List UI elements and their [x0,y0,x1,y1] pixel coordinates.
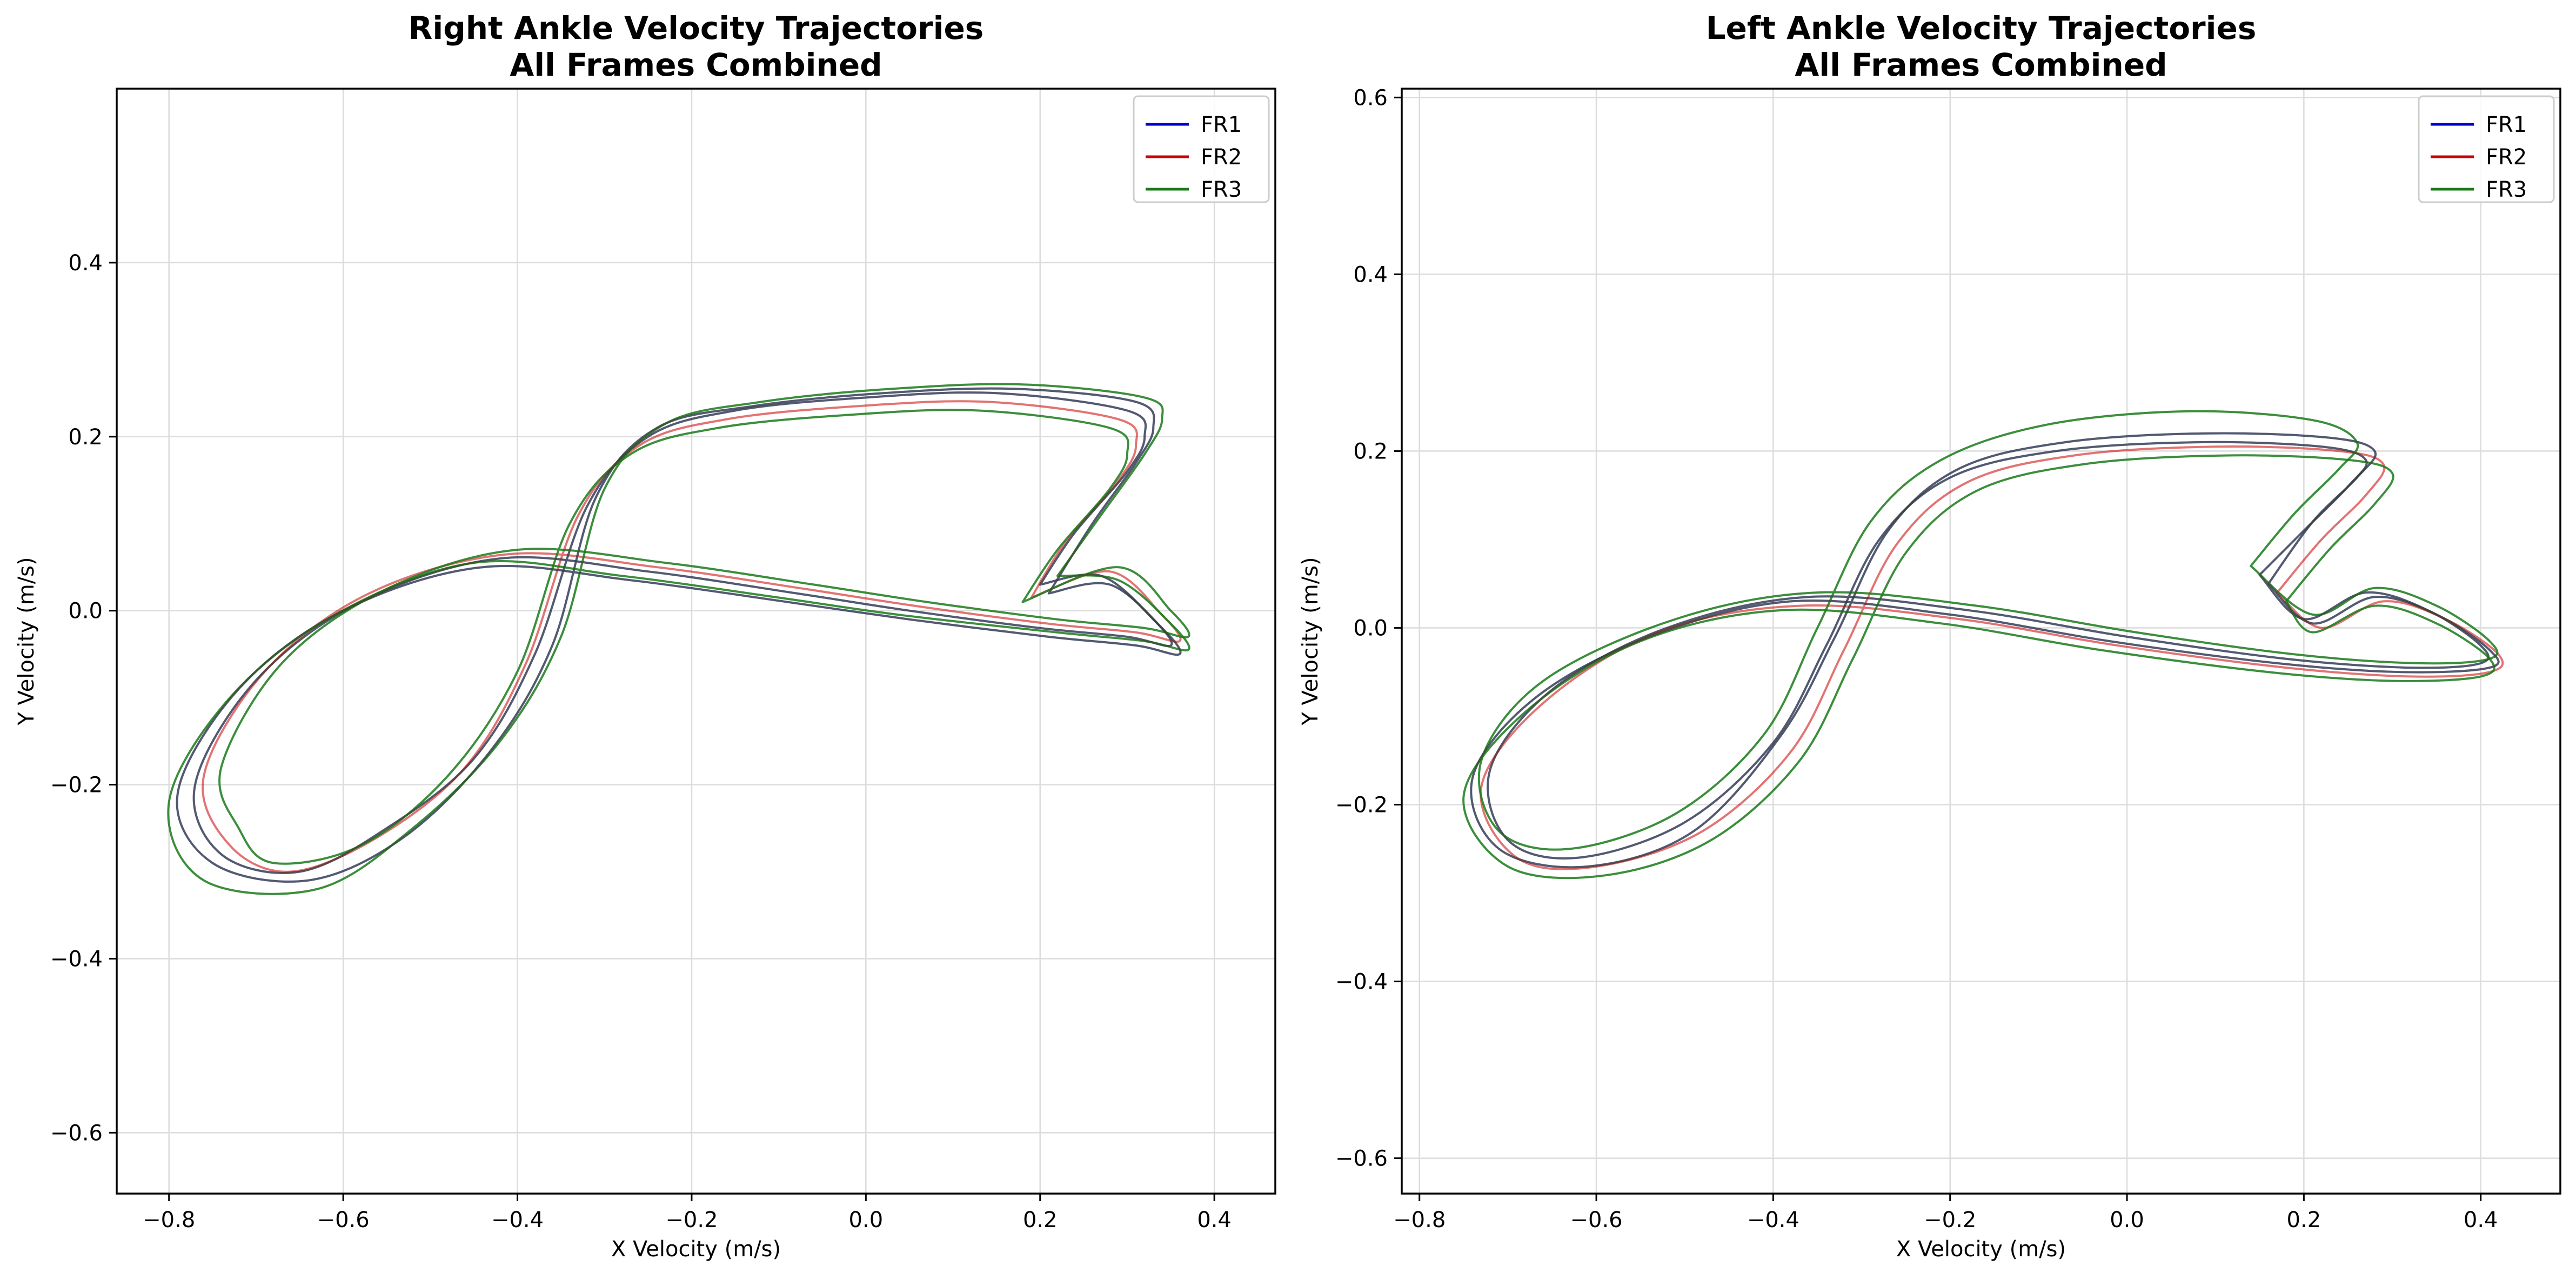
left-ankle-title-line-1: Left Ankle Velocity Trajectories [1706,10,2257,46]
right-ankle-x-tick-label: 0.4 [1197,1208,1232,1233]
left-ankle-panel: Left Ankle Velocity Trajectories All Fra… [1298,10,2561,1262]
left-ankle-y-axis-label: Y Velocity (m/s) [1298,557,1323,725]
right-ankle-series [167,383,1190,895]
right-ankle-panel: Right Ankle Velocity Trajectories All Fr… [14,10,1276,1262]
right-ankle-y-tick-label: −0.4 [50,947,103,971]
left-ankle-x-tick-label: −0.8 [1393,1208,1446,1233]
right-ankle-x-tick-label: −0.2 [665,1208,718,1233]
right-ankle-x-tick-label: 0.0 [849,1208,884,1233]
right-ankle-legend-box [1133,95,1270,203]
left-ankle-x-tick-label: −0.2 [1924,1208,1976,1233]
left-ankle-series [1462,410,2504,880]
right-ankle-trajectory-blend-cycle-1 [192,391,1173,874]
left-ankle-plot-frame [1401,88,2561,1195]
left-ankle-x-tick-label: 0.4 [2464,1208,2498,1233]
left-ankle-title-line-2: All Frames Combined [1795,46,2167,83]
right-ankle-x-tick-label: −0.8 [143,1208,195,1233]
right-ankle-x-tick-label: −0.4 [491,1208,544,1233]
left-ankle-y-tick-label: 0.6 [1353,85,1388,110]
left-ankle-x-tick-label: 0.0 [2110,1208,2144,1233]
left-ankle-legend: FR1 FR2 FR3 [2418,95,2555,203]
right-ankle-trajectory-blend-cycle-2 [176,387,1182,883]
right-ankle-y-axis-label: Y Velocity (m/s) [14,557,39,725]
left-ankle-ticks: −0.8 −0.6 −0.4 −0.2 0.0 0.2 0.4 −0.6 −0.4 −0.2 0.0… [1335,85,2498,1233]
right-ankle-plot-frame [116,88,1276,1195]
right-ankle-y-tick-label: −0.2 [50,773,103,798]
left-ankle-y-tick-label: 0.0 [1353,616,1388,641]
right-ankle-y-tick-label: 0.0 [68,599,103,624]
right-ankle-legend: FR1 FR2 FR3 [1133,95,1270,203]
right-ankle-legend-label-fr1: FR1 [1201,112,1242,137]
right-ankle-trajectory-fr3-cycle-1 [167,383,1190,895]
right-ankle-x-tick-label: −0.6 [317,1208,370,1233]
right-ankle-ticks: −0.8 −0.6 −0.4 −0.2 0.0 0.2 0.4 −0.6 −0.4 −0.2 0.0… [50,251,1232,1233]
right-ankle-legend-label-fr2: FR2 [1201,145,1242,170]
left-ankle-y-tick-label: −0.6 [1335,1147,1388,1171]
right-ankle-y-tick-label: 0.4 [68,251,103,276]
right-ankle-x-axis-label: X Velocity (m/s) [611,1237,781,1262]
left-ankle-legend-label-fr1: FR1 [2486,112,2527,137]
left-ankle-y-tick-label: 0.4 [1353,262,1388,287]
left-ankle-y-tick-label: 0.2 [1353,439,1388,464]
right-ankle-legend-label-fr3: FR3 [1201,177,1242,202]
right-ankle-grid [117,89,1275,1194]
left-ankle-x-tick-label: −0.4 [1747,1208,1799,1233]
left-ankle-x-tick-label: −0.6 [1570,1208,1622,1233]
right-ankle-title-line-2: All Frames Combined [510,46,882,83]
left-ankle-y-tick-label: −0.2 [1335,793,1388,818]
right-ankle-title-line-1: Right Ankle Velocity Trajectories [409,10,984,46]
left-ankle-trajectory-blend-cycle-2 [1470,432,2500,869]
right-ankle-y-tick-label: −0.6 [50,1121,103,1145]
left-ankle-trajectory-fr3-cycle-2 [1462,454,2495,880]
left-ankle-legend-box [2418,95,2555,203]
left-ankle-x-axis-label: X Velocity (m/s) [1896,1237,2066,1262]
right-ankle-y-tick-label: 0.2 [68,425,103,450]
left-ankle-y-tick-label: −0.4 [1335,970,1388,995]
left-ankle-x-tick-label: 0.2 [2287,1208,2321,1233]
right-ankle-x-tick-label: 0.2 [1023,1208,1058,1233]
left-ankle-legend-label-fr2: FR2 [2486,145,2527,170]
right-ankle-trajectory-fr3-cycle-2 [218,409,1190,865]
left-ankle-trajectory-fr3-cycle-1 [1477,410,2499,851]
right-ankle-trajectory-fr2-cycle-1 [202,400,1182,873]
left-ankle-trajectory-blend-cycle-1 [1487,441,2490,860]
left-ankle-legend-label-fr3: FR3 [2486,177,2527,202]
left-ankle-trajectory-fr2-cycle-1 [1480,445,2504,870]
